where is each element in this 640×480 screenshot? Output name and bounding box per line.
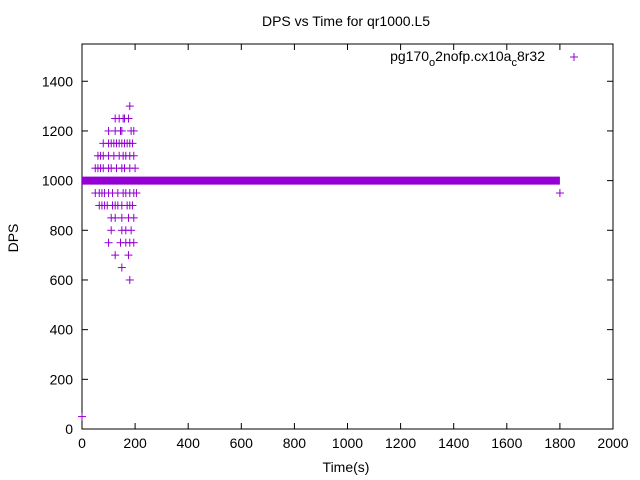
data-point (129, 151, 138, 160)
y-tick-label: 600 (50, 272, 74, 288)
x-tick-label: 800 (283, 435, 307, 451)
data-point (128, 201, 137, 210)
data-point (107, 226, 116, 235)
data-point (555, 189, 564, 198)
data-point (129, 213, 138, 222)
dense-baseline-band (82, 176, 560, 185)
plot-frame (81, 43, 614, 430)
y-tick-label: 0 (65, 421, 73, 437)
data-point (131, 164, 140, 173)
data-point (132, 189, 141, 198)
x-tick-label: 1400 (438, 435, 469, 451)
x-tick-label: 2000 (597, 435, 628, 451)
y-tick-label: 800 (50, 222, 74, 238)
series-layer (78, 102, 564, 421)
data-point (111, 251, 120, 260)
legend-label-sub-1: o (429, 57, 435, 69)
chart-title: DPS vs Time for qr1000.L5 (262, 13, 430, 29)
x-tick-label: 1800 (544, 435, 575, 451)
legend: pg170o2nofp.cx10ac8r32 (390, 48, 578, 69)
x-tick-label: 1200 (385, 435, 416, 451)
data-point (127, 226, 136, 235)
data-point (117, 126, 126, 135)
legend-label-sub-2: c (511, 57, 517, 69)
x-tick-label: 200 (123, 435, 147, 451)
axis-ticks-group: 0 200 400 600 800 1000 1200 1400 1600 1800 2000 0 20… (42, 44, 629, 451)
data-point (129, 238, 138, 247)
y-tick-label: 400 (50, 322, 74, 338)
legend-marker (570, 53, 578, 61)
x-tick-label: 0 (78, 435, 86, 451)
legend-label-part-2: 2nofp.cx10a (435, 48, 511, 64)
data-point (125, 102, 134, 111)
y-tick-label: 1000 (42, 173, 73, 189)
y-tick-label: 200 (50, 371, 74, 387)
data-point (124, 114, 133, 123)
y-tick-label: 1200 (42, 123, 73, 139)
y-axis-label: DPS (5, 224, 21, 253)
legend-label: pg170o2nofp.cx10ac8r32 (390, 48, 545, 69)
data-point (129, 126, 138, 135)
x-tick-label: 1600 (491, 435, 522, 451)
x-tick-label: 1000 (332, 435, 363, 451)
data-point (117, 263, 126, 272)
legend-marker-point (570, 53, 578, 61)
data-point (104, 238, 113, 247)
x-tick-label: 400 (177, 435, 201, 451)
y-tick-label: 1400 (42, 73, 73, 89)
data-point (128, 139, 137, 148)
data-point (124, 251, 133, 260)
data-point (125, 275, 134, 284)
x-tick-label: 600 (230, 435, 254, 451)
legend-label-part-1: pg170 (390, 48, 429, 64)
data-point (78, 412, 86, 421)
x-axis-label: Time(s) (323, 459, 370, 475)
legend-label-part-3: 8r32 (517, 48, 545, 64)
